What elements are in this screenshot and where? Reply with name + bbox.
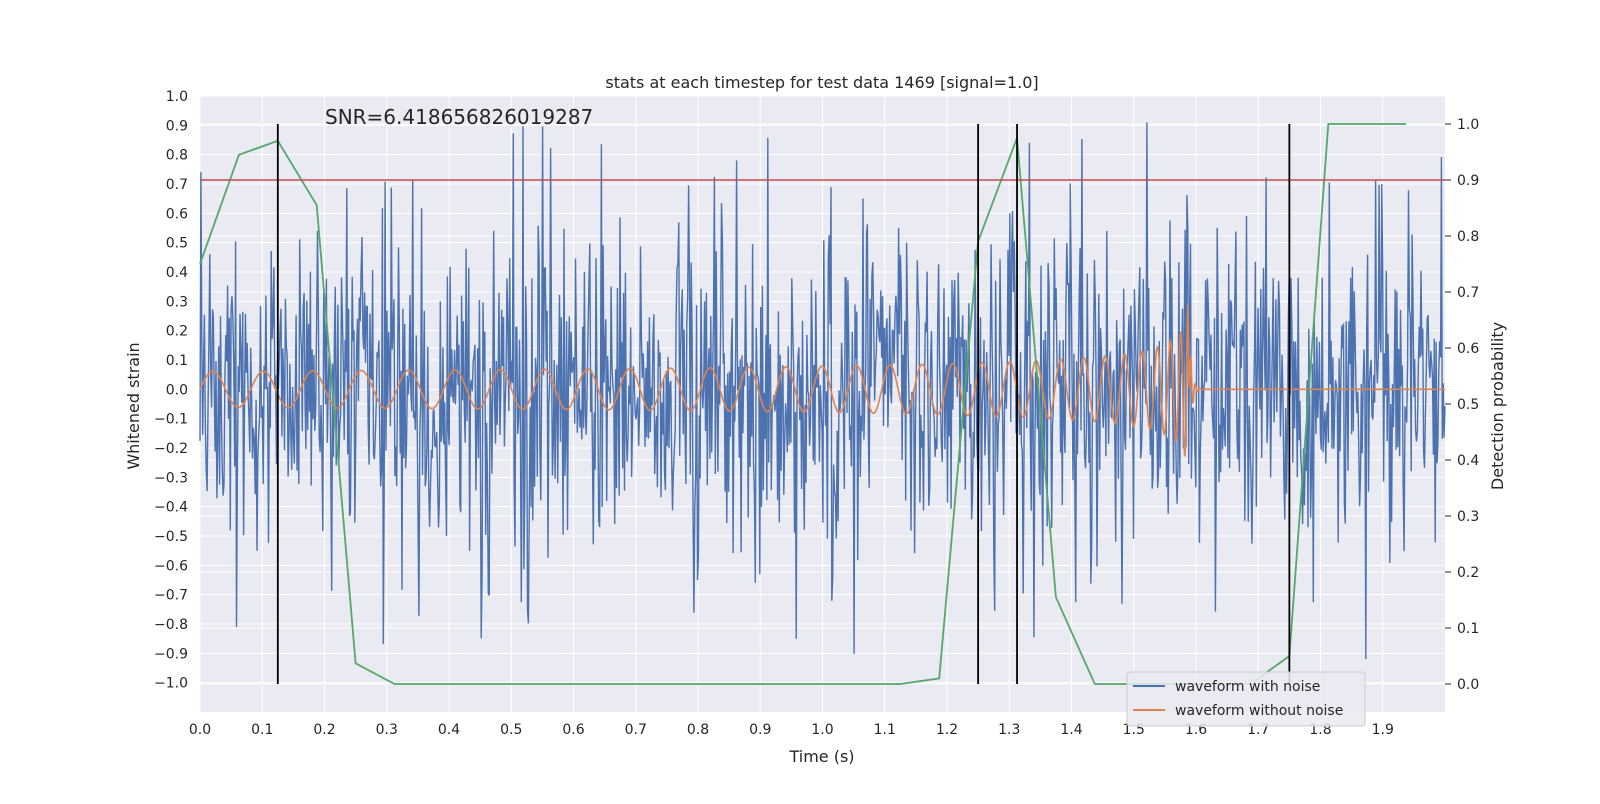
x-tick-label: 1.4 — [1060, 722, 1082, 738]
x-tick-label: 0.4 — [438, 722, 460, 738]
overlay-layer — [200, 124, 1445, 684]
x-tick-label: 0.5 — [500, 722, 522, 738]
legend: waveform with noise waveform without noi… — [1126, 671, 1366, 727]
y-left-tick-label: −0.8 — [154, 617, 188, 633]
x-tick-label: 1.2 — [936, 722, 958, 738]
y-right-tick-label: 0.7 — [1457, 285, 1479, 301]
legend-box — [1126, 671, 1366, 727]
y-left-tick-label: 1.0 — [166, 89, 188, 105]
y-left-tick-label: 0.0 — [166, 382, 188, 398]
y-left-tick-label: −1.0 — [154, 676, 188, 692]
x-tick-label: 0.3 — [376, 722, 398, 738]
y-right-tick-label: 0.3 — [1457, 509, 1479, 525]
y-left-tick-label: 0.8 — [166, 148, 188, 164]
legend-clean-label: waveform without noise — [1175, 703, 1343, 719]
y-right-tick-label: 0.6 — [1457, 341, 1479, 357]
x-tick-label: 0.7 — [625, 722, 647, 738]
y-right-tick-label: 0.9 — [1457, 173, 1479, 189]
y-left-tick-label: 0.2 — [166, 324, 188, 340]
clean-series-layer — [199, 304, 1445, 457]
x-axis-label: Time (s) — [788, 747, 854, 766]
y-left-tick-label: 0.7 — [166, 177, 188, 193]
snr-annotation: SNR=6.418656826019287 — [325, 105, 593, 129]
y-right-tick-label: 0.5 — [1457, 397, 1479, 413]
x-tick-label: 1.0 — [811, 722, 833, 738]
left-axis-ticks: 1.0 0.9 0.8 0.7 0.6 0.5 0.4 0.3 0.2 0.1 0.0 −0.1 −0.… — [154, 89, 188, 692]
x-tick-label: 0.9 — [749, 722, 771, 738]
series-waveform-with-noise — [199, 122, 1446, 660]
y-left-tick-label: −0.6 — [154, 558, 188, 574]
y-right-tick-label: 0.4 — [1457, 453, 1479, 469]
y-left-tick-label: −0.7 — [154, 588, 188, 604]
x-tick-label: 0.1 — [251, 722, 273, 738]
y-left-tick-label: −0.1 — [154, 412, 188, 428]
y-left-tick-label: −0.9 — [154, 646, 188, 662]
x-tick-label: 1.3 — [998, 722, 1020, 738]
x-tick-label: 0.2 — [313, 722, 335, 738]
y-left-tick-label: −0.2 — [154, 441, 188, 457]
chart-title: stats at each timestep for test data 146… — [605, 73, 1038, 92]
x-tick-label: 0.6 — [562, 722, 584, 738]
y-axis-left-label: Whitened strain — [124, 342, 143, 469]
y-right-tick-label: 0.1 — [1457, 621, 1479, 637]
x-tick-label: 0.8 — [687, 722, 709, 738]
x-tick-label: 1.1 — [874, 722, 896, 738]
y-right-tick-label: 0.8 — [1457, 229, 1479, 245]
y-axis-right-label: Detection probability — [1488, 322, 1507, 490]
y-left-tick-label: 0.9 — [166, 118, 188, 134]
y-left-tick-label: 0.4 — [166, 265, 188, 281]
noise-series-layer — [199, 122, 1446, 660]
x-tick-label: 0.0 — [189, 722, 211, 738]
y-right-tick-label: 1.0 — [1457, 117, 1479, 133]
y-left-tick-label: 0.6 — [166, 206, 188, 222]
y-left-tick-label: 0.5 — [166, 236, 188, 252]
series-waveform-without-noise — [199, 304, 1445, 457]
right-axis-ticks: 0.0 0.1 0.2 0.3 0.4 0.5 0.6 0.7 0.8 0.9 1.0 — [1445, 117, 1479, 693]
y-right-tick-label: 0.0 — [1457, 677, 1479, 693]
y-left-tick-label: −0.4 — [154, 500, 188, 516]
legend-noise-label: waveform with noise — [1175, 679, 1320, 695]
y-left-tick-label: 0.1 — [166, 353, 188, 369]
y-left-tick-label: −0.5 — [154, 529, 188, 545]
y-left-tick-label: −0.3 — [154, 470, 188, 486]
y-right-tick-label: 0.2 — [1457, 565, 1479, 581]
x-tick-label: 1.9 — [1372, 722, 1394, 738]
y-left-tick-label: 0.3 — [166, 294, 188, 310]
